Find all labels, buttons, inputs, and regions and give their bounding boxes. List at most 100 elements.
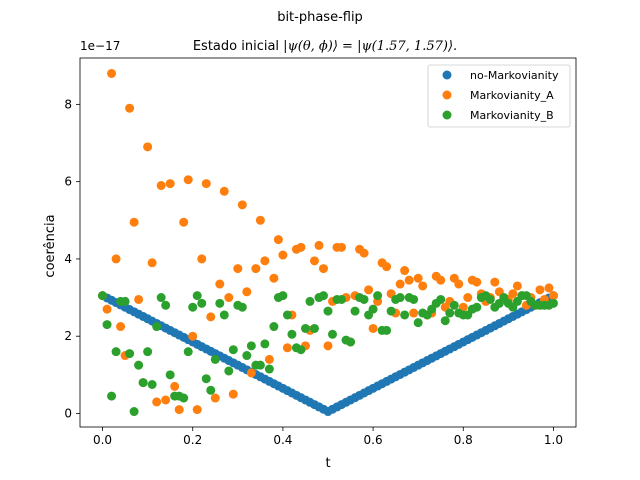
data-point-markovianity-a [134,294,144,304]
data-point-markovianity-a [206,312,216,322]
data-point-markovianity-a [102,304,112,314]
y-tick-label: 0 [64,406,72,420]
data-point-markovianity-a [273,235,283,245]
data-point-markovianity-b [197,298,207,308]
legend-marker-no-markovianity [442,70,452,80]
data-point-markovianity-b [373,291,383,301]
legend-marker-markovianity-b [442,110,452,120]
data-point-markovianity-a [161,395,171,405]
data-point-markovianity-a [269,273,279,283]
data-point-markovianity-a [255,215,265,225]
data-point-markovianity-b [179,393,189,403]
data-point-markovianity-b [242,351,252,361]
data-point-markovianity-b [120,296,130,306]
data-point-markovianity-a [463,293,473,303]
legend: no-Markovianity Markovianity_A Markovian… [427,64,571,128]
data-point-markovianity-b [318,291,328,301]
data-point-markovianity-a [111,254,121,264]
data-point-markovianity-a [197,254,207,264]
data-point-markovianity-b [134,360,144,370]
data-point-markovianity-b [445,308,455,318]
data-point-markovianity-b [138,378,148,388]
y-axis-label: coerência [43,214,58,277]
data-point-markovianity-a [278,250,288,260]
data-point-markovianity-b [156,293,166,303]
data-point-markovianity-a [382,262,392,272]
data-point-markovianity-b [395,293,405,303]
data-point-markovianity-b [382,325,392,335]
data-point-markovianity-b [219,310,229,320]
data-point-markovianity-a [107,68,117,78]
data-point-markovianity-b [282,310,292,320]
data-point-markovianity-b [102,320,112,330]
data-point-markovianity-b [337,294,347,304]
data-point-markovianity-a [219,186,229,196]
data-point-markovianity-a [147,258,157,268]
axes-frame [79,57,577,428]
x-tick-label: 0.8 [454,433,473,447]
series-markovianity-b [98,291,558,417]
data-point-markovianity-a [170,381,180,391]
data-point-markovianity-b [192,291,202,301]
data-point-markovianity-b [409,294,419,304]
data-point-markovianity-a [192,405,202,415]
data-point-markovianity-a [210,393,220,403]
data-point-markovianity-a [260,256,270,266]
data-point-markovianity-b [255,360,265,370]
chart-title-math: |ψ(θ, ϕ)⟩ = |ψ(1.57, 1.57)⟩. [283,39,457,54]
data-point-markovianity-a [237,200,247,210]
legend-label-markovianity-a: Markovianity_A [470,89,554,102]
data-point-markovianity-a [143,142,153,152]
data-point-markovianity-a [246,368,256,378]
x-tick-label: 0.0 [93,433,112,447]
data-point-markovianity-b [183,347,193,357]
y-axis-ticks: 0 2 4 6 8 [64,97,80,420]
legend-label-no-markovianity: no-Markovianity [470,69,559,82]
chart-title-prefix: Estado inicial [193,39,283,54]
y-tick-label: 8 [64,97,72,111]
data-point-markovianity-a [282,343,292,353]
data-point-markovianity-b [548,298,558,308]
data-point-markovianity-b [449,300,459,310]
series-layer [98,68,558,417]
data-point-markovianity-a [404,275,414,285]
x-tick-label: 0.4 [273,433,292,447]
data-point-markovianity-b [260,339,270,349]
data-point-markovianity-b [386,306,396,316]
chart-title: Estado inicial |ψ(θ, ϕ)⟩ = |ψ(1.57, 1.57… [193,39,457,54]
data-point-markovianity-a [314,240,324,250]
x-axis-ticks: 0.0 0.2 0.4 0.6 0.8 1.0 [93,427,563,447]
data-point-markovianity-b [278,291,288,301]
data-point-markovianity-b [296,345,306,355]
data-point-markovianity-b [143,347,153,357]
data-point-markovianity-b [413,318,423,328]
data-point-markovianity-a [224,293,234,303]
data-point-markovianity-b [264,364,274,374]
data-point-markovianity-a [368,323,378,333]
data-point-markovianity-a [201,179,211,189]
data-point-markovianity-b [165,370,175,380]
plot-area [79,57,577,428]
data-point-markovianity-a [116,322,126,332]
data-point-markovianity-b [161,300,171,310]
data-point-markovianity-a [309,256,319,266]
data-point-markovianity-a [436,275,446,285]
data-point-markovianity-a [129,217,139,227]
data-point-markovianity-b [323,306,333,316]
data-point-markovianity-b [346,337,356,347]
data-point-markovianity-a [359,248,369,258]
series-markovianity-a [98,68,558,415]
data-point-markovianity-b [485,294,495,304]
data-point-markovianity-a [251,264,261,274]
data-point-markovianity-a [156,181,166,191]
data-point-markovianity-a [318,264,328,274]
data-point-markovianity-b [206,385,216,395]
data-point-markovianity-b [300,323,310,333]
y-tick-label: 2 [64,329,72,343]
data-point-markovianity-a [400,266,410,276]
data-point-markovianity-b [125,349,135,359]
data-point-markovianity-b [472,302,482,312]
data-point-markovianity-a [490,277,500,287]
data-point-markovianity-a [337,242,347,252]
data-point-markovianity-a [242,287,252,297]
